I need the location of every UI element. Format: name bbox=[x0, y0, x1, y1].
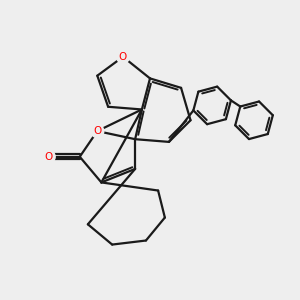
Circle shape bbox=[91, 124, 104, 138]
Circle shape bbox=[42, 150, 55, 163]
Text: O: O bbox=[119, 52, 127, 62]
Text: O: O bbox=[93, 126, 101, 136]
Text: O: O bbox=[44, 152, 53, 162]
Circle shape bbox=[116, 50, 130, 63]
